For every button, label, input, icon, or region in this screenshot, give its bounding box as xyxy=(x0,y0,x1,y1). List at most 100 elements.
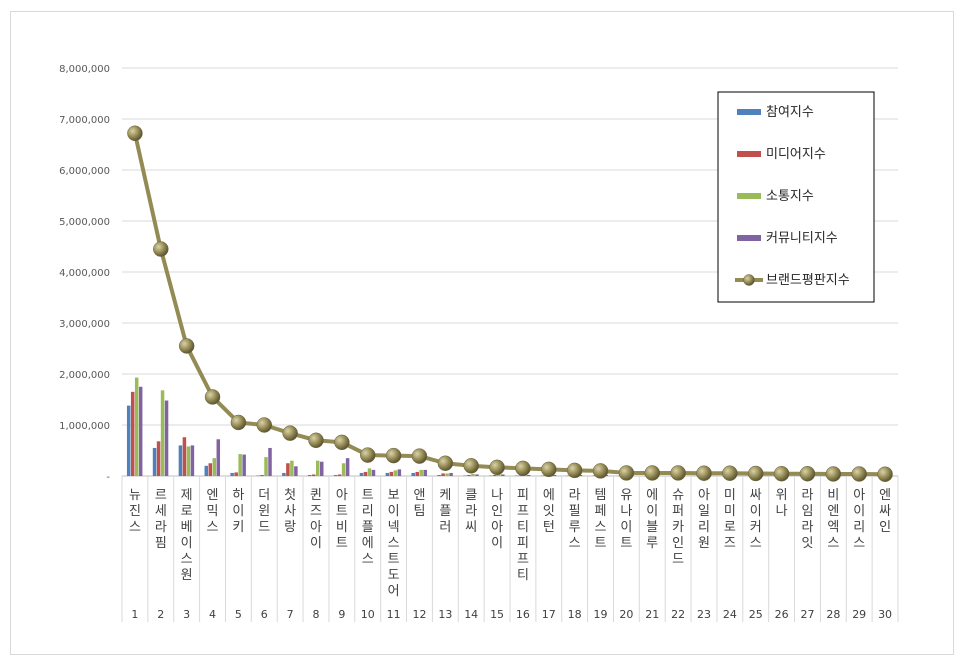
bar-4 xyxy=(449,472,453,476)
bar-3 xyxy=(264,457,268,476)
bar-2 xyxy=(182,437,187,476)
category-number: 8 xyxy=(313,608,320,621)
y-tick-label: 2,000,000 xyxy=(59,370,110,381)
category-number: 22 xyxy=(671,608,685,621)
line-point xyxy=(515,460,531,477)
bar-3 xyxy=(471,473,475,476)
bar-2 xyxy=(389,471,394,476)
legend-entry: 미디어지수 xyxy=(766,147,826,162)
bar-1 xyxy=(540,475,545,476)
legend-entry: 브랜드평판지수 xyxy=(766,273,850,288)
bar-1 xyxy=(178,445,183,476)
bar-3 xyxy=(419,469,423,476)
bar-3 xyxy=(393,470,398,476)
y-tick-label: 4,000,000 xyxy=(59,268,110,279)
line-point xyxy=(825,466,842,482)
legend-entry: 소통지수 xyxy=(766,189,814,204)
category-number: 24 xyxy=(723,608,737,621)
bar-1 xyxy=(359,472,364,476)
bar-3 xyxy=(445,473,449,476)
legend-entry: 참여지수 xyxy=(766,105,814,120)
bar-4 xyxy=(268,447,272,476)
category-number: 16 xyxy=(516,608,530,621)
bar-4 xyxy=(526,474,531,476)
line-point xyxy=(127,125,143,142)
bar-2 xyxy=(493,474,497,476)
line-point xyxy=(566,462,583,479)
y-tick-label: 1,000,000 xyxy=(59,421,110,432)
line-point xyxy=(359,447,376,463)
bar-4 xyxy=(190,445,195,476)
category-number: 30 xyxy=(878,608,892,621)
y-axis-tick-labels: - 1,000,000 2,000,000 3,000,000 4,000,000 5,0… xyxy=(59,64,110,483)
line-point xyxy=(851,466,867,482)
category-number: 20 xyxy=(619,608,633,621)
category-number: 7 xyxy=(287,608,294,621)
line-point xyxy=(204,389,221,405)
line-point xyxy=(799,465,816,482)
bar-2 xyxy=(208,463,213,476)
category-number: 17 xyxy=(542,608,556,621)
y-tick-label: 7,000,000 xyxy=(59,115,110,126)
category-number: 1 xyxy=(131,608,138,621)
legend-swatch xyxy=(737,109,761,115)
category-number: 14 xyxy=(464,608,478,621)
bar-3 xyxy=(497,473,501,476)
category-number: 25 xyxy=(749,608,763,621)
bar-1 xyxy=(592,475,597,476)
line-point xyxy=(437,455,454,471)
bar-3 xyxy=(290,460,294,476)
line-point xyxy=(489,459,505,476)
bar-1 xyxy=(152,447,157,476)
bar-3 xyxy=(186,446,191,476)
bar-1 xyxy=(463,475,467,476)
bar-1 xyxy=(385,472,390,476)
bar-1 xyxy=(308,474,312,476)
bar-1 xyxy=(514,475,519,476)
category-number: 19 xyxy=(594,608,608,621)
bar-1 xyxy=(437,474,441,476)
line-point xyxy=(178,338,195,354)
bar-1 xyxy=(282,472,286,476)
y-tick-label: 5,000,000 xyxy=(59,217,110,228)
bar-4 xyxy=(242,454,246,476)
bar-3 xyxy=(134,377,139,476)
bar-3 xyxy=(238,454,242,476)
bar-4 xyxy=(164,400,169,476)
bar-1 xyxy=(204,465,209,476)
category-number: 26 xyxy=(775,608,789,621)
bar-2 xyxy=(286,463,290,476)
category-number: 23 xyxy=(697,608,711,621)
category-number: 4 xyxy=(209,608,216,621)
category-number: 28 xyxy=(826,608,840,621)
bar-4 xyxy=(294,466,298,476)
bar-4 xyxy=(371,469,376,476)
line-point xyxy=(644,465,661,481)
bar-4 xyxy=(475,474,479,476)
bar-3 xyxy=(160,390,165,476)
bar-3 xyxy=(367,468,372,476)
category-number: 5 xyxy=(235,608,242,621)
bar-1 xyxy=(411,472,415,476)
x-axis-labels: 뉴 진 스 1 르 세 라 핌 2 제 로 베 이 스 원 3 엔 믹 스 4 하 이 키 5 더 윈 드 6 첫 사 랑 7 퀸 즈 아 이 8 아 트 비… xyxy=(121,476,899,622)
category-number: 10 xyxy=(361,608,375,621)
bar-4 xyxy=(138,386,143,476)
line-point xyxy=(722,465,738,481)
